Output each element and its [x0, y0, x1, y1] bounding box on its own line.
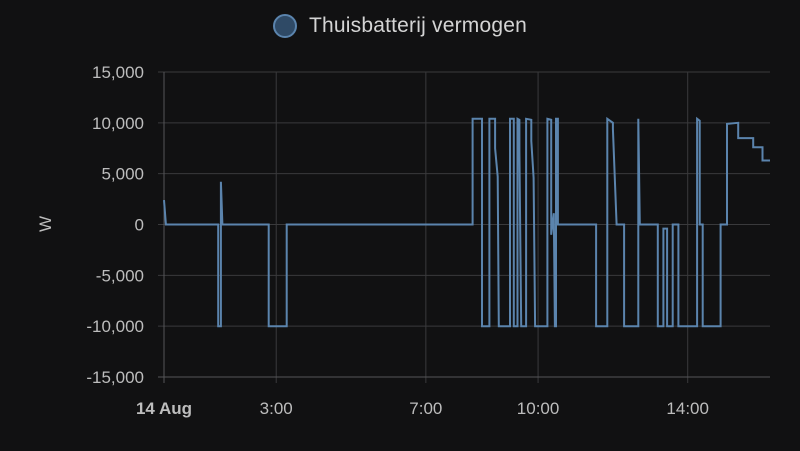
y-tick-label: 10,000: [92, 114, 144, 133]
y-tick-label: -10,000: [86, 317, 144, 336]
x-tick-label: 10:00: [517, 399, 560, 418]
y-tick-label: 15,000: [92, 63, 144, 82]
y-axis-title: W: [36, 216, 55, 232]
legend-label[interactable]: Thuisbatterij vermogen: [309, 14, 527, 37]
y-axis: 15,000 10,000 5,000 0 -5,000 -10,000 -15,000: [86, 63, 165, 387]
series-group: [163, 116, 770, 328]
x-tick-label: 7:00: [409, 399, 442, 418]
y-tick-label: -5,000: [96, 266, 144, 285]
x-tick-label: 3:00: [260, 399, 293, 418]
x-axis: 14 Aug 3:00 7:00 10:00 14:00: [136, 376, 770, 418]
x-tick-label: 14:00: [666, 399, 709, 418]
y-tick-label: -15,000: [86, 368, 144, 387]
y-tick-label: 5,000: [101, 165, 144, 184]
x-tick-label: 14 Aug: [136, 399, 192, 418]
legend-swatch[interactable]: [273, 14, 297, 38]
series-line[interactable]: [163, 116, 770, 328]
y-tick-label: 0: [135, 216, 144, 235]
legend[interactable]: Thuisbatterij vermogen: [0, 14, 800, 38]
